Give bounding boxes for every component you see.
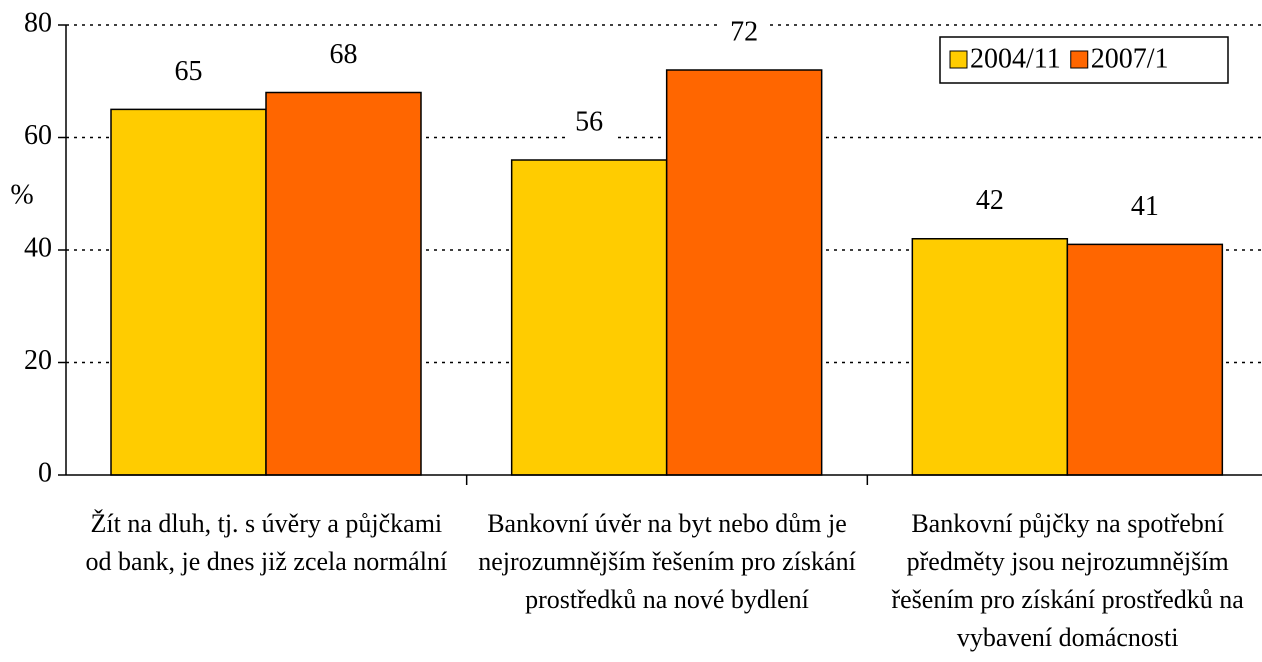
value-label: 41 (1131, 191, 1159, 222)
bar (510, 159, 668, 476)
x-tick-label: Bankovní úvěr na byt nebo dům je nejrozu… (478, 509, 856, 614)
value-label: 56 (575, 106, 603, 137)
value-label-bg (1120, 191, 1169, 226)
y-tick-label: 80 (24, 7, 52, 38)
value-label: 42 (976, 185, 1004, 216)
y-tick-label: 40 (24, 232, 52, 263)
legend-label: 2007/1 (1091, 43, 1169, 74)
x-tick-label: Žít na dluh, tj. s úvěry a půjčkami od b… (85, 509, 448, 576)
value-label-bg (164, 56, 213, 91)
y-tick-label: 60 (24, 120, 52, 151)
legend-label: 2004/11 (970, 43, 1061, 74)
value-label: 68 (330, 39, 358, 70)
legend-swatch (949, 50, 968, 69)
y-tick-label: 0 (38, 457, 52, 488)
bar (110, 108, 267, 476)
y-tick-label: 20 (24, 345, 52, 376)
bar (1066, 243, 1224, 476)
bar (665, 69, 823, 476)
bar (265, 91, 422, 476)
y-axis-label: % (10, 179, 33, 210)
value-label-bg (319, 39, 368, 74)
value-label-bg (720, 17, 769, 51)
value-label: 65 (175, 56, 203, 87)
value-label: 72 (730, 16, 758, 47)
legend-swatch (1070, 50, 1089, 69)
value-label-bg (565, 107, 614, 141)
bar (911, 238, 1069, 476)
value-label-bg (965, 185, 1014, 220)
x-tick-label: Bankovní půjčky na spotřební předměty js… (891, 509, 1244, 652)
